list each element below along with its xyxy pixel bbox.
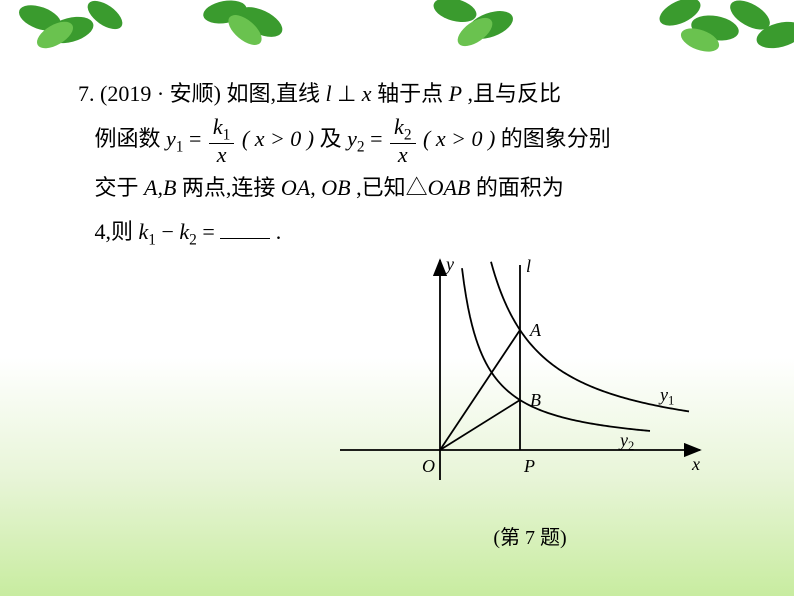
svg-text:P: P (523, 456, 535, 476)
svg-text:B: B (530, 390, 541, 410)
figure-graph: y x Ol A B Py1 y2 (330, 250, 710, 510)
problem-source: (2019 · 安顺) (100, 81, 221, 106)
decorative-leaves (0, 0, 794, 60)
problem-block: 7. (2019 · 安顺) 如图,直线 l ⊥ x 轴于点 P ,且与反比 例… (78, 72, 734, 256)
svg-text:y: y (444, 254, 454, 274)
svg-text:x: x (691, 454, 700, 474)
answer-blank (220, 212, 270, 238)
fraction-k2-x: k2 x (390, 116, 415, 166)
problem-number: 7. (78, 81, 95, 106)
svg-text:A: A (529, 320, 542, 340)
svg-text:y1: y1 (658, 384, 674, 407)
problem-text: 7. (2019 · 安顺) 如图,直线 l ⊥ x 轴于点 P ,且与反比 例… (78, 72, 734, 256)
svg-text:O: O (422, 456, 435, 476)
svg-text:l: l (526, 256, 531, 276)
svg-text:y2: y2 (618, 430, 634, 453)
fraction-k1-x: k1 x (209, 116, 234, 166)
figure-caption: (第 7 题) (330, 521, 730, 550)
figure-area: y x Ol A B Py1 y2 (第 7 题) (330, 250, 730, 550)
